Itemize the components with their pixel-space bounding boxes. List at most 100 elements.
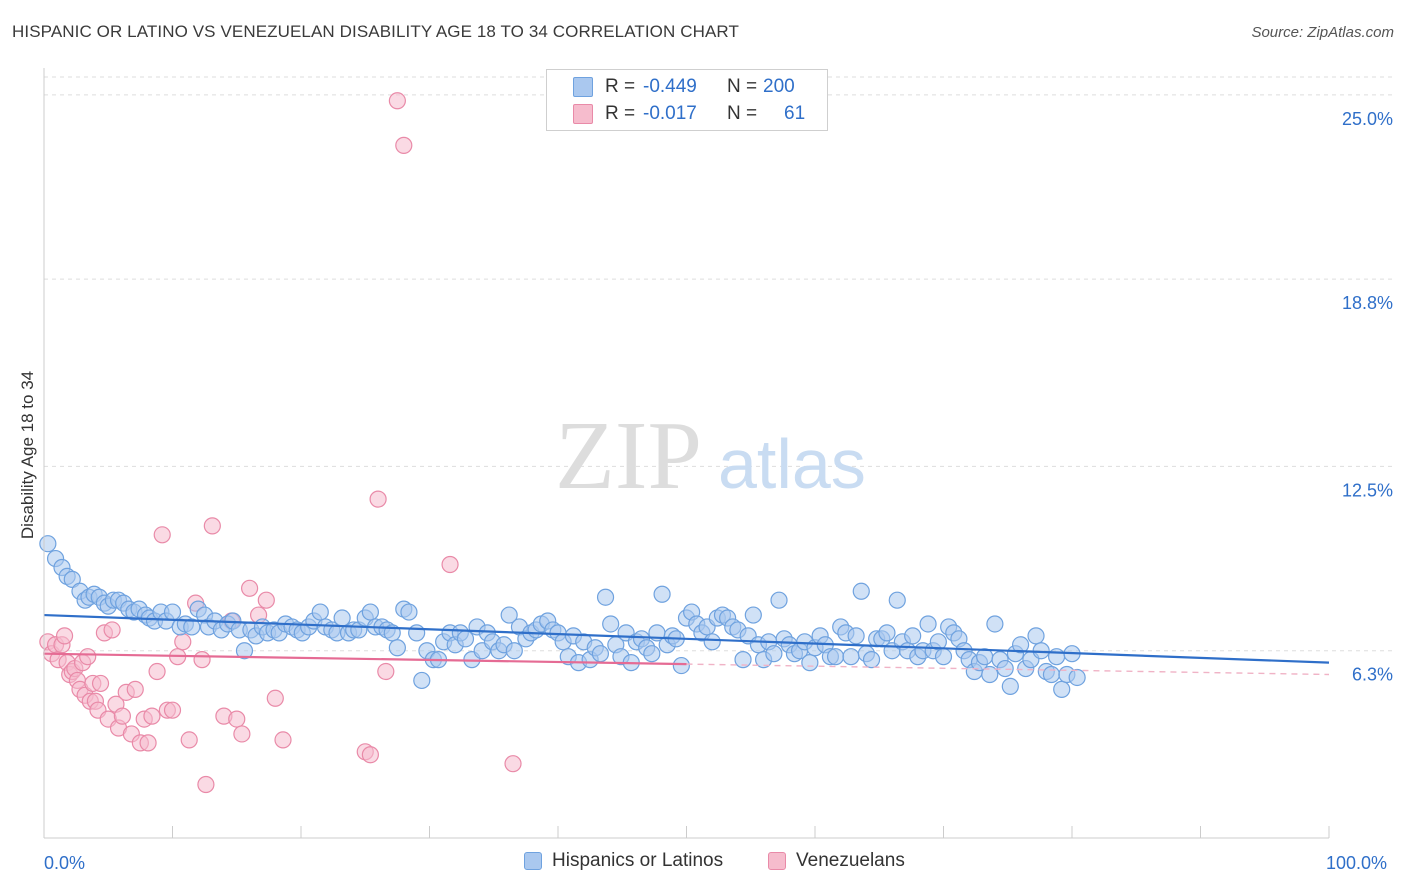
hispanic-point bbox=[862, 651, 881, 669]
legend-item-venezuelan[interactable]: Venezuelans bbox=[768, 850, 905, 872]
hispanic-point bbox=[500, 606, 518, 624]
hispanic-point bbox=[361, 603, 379, 621]
hispanic-point bbox=[456, 630, 475, 648]
venezuelan-point bbox=[143, 707, 161, 725]
hispanic-point bbox=[333, 609, 351, 627]
venezuelan-point bbox=[388, 92, 406, 110]
hispanic-point bbox=[235, 642, 254, 660]
hispanic-point bbox=[1001, 677, 1019, 695]
n-value: 61 bbox=[784, 103, 806, 124]
hispanic-point bbox=[388, 639, 406, 657]
venezuelan-point bbox=[197, 775, 215, 794]
y-axis-label: Disability Age 18 to 34 bbox=[18, 371, 37, 539]
n-value: 200 bbox=[763, 76, 795, 97]
pink-swatch bbox=[573, 104, 593, 124]
hispanic-point bbox=[163, 603, 182, 621]
hispanic-point bbox=[1053, 680, 1071, 698]
hispanic-point bbox=[919, 615, 937, 633]
legend-label: Venezuelans bbox=[796, 850, 905, 871]
stats-legend: R = -0.449 N = 200 R = -0.017 N = 61 bbox=[546, 69, 828, 131]
hispanic-point bbox=[1047, 648, 1066, 666]
hispanic-point bbox=[653, 585, 671, 603]
hispanic-point bbox=[63, 570, 81, 588]
venezuelan-point bbox=[266, 689, 284, 707]
r-value: -0.449 bbox=[643, 76, 697, 97]
hispanic-point bbox=[888, 591, 906, 609]
venezuelan-point bbox=[91, 674, 110, 693]
hispanic-point bbox=[847, 627, 865, 645]
r-label: R = bbox=[605, 76, 636, 97]
hispanic-point bbox=[591, 645, 610, 663]
y-tick-label: 6.3% bbox=[1352, 665, 1393, 685]
watermark-zip: ZIP bbox=[555, 402, 702, 510]
hispanic-point bbox=[734, 651, 752, 669]
hispanic-point bbox=[986, 615, 1004, 633]
hispanic-point bbox=[801, 654, 819, 672]
hispanic-point bbox=[826, 648, 845, 666]
r-label: R = bbox=[605, 103, 636, 124]
legend-swatch-blue bbox=[524, 852, 542, 870]
venezuelan-point bbox=[228, 710, 246, 728]
watermark: ZIP atlas bbox=[555, 402, 866, 510]
venezuelan-trendline bbox=[43, 652, 687, 666]
y-tick-label: 12.5% bbox=[1342, 480, 1393, 500]
venezuelan-point bbox=[257, 591, 275, 609]
hispanic-point bbox=[904, 627, 922, 645]
venezuelan-point bbox=[361, 746, 379, 764]
venezuelan-point bbox=[369, 490, 387, 508]
venezuelan-point bbox=[377, 662, 395, 681]
hispanic-point bbox=[311, 603, 329, 621]
venezuelan-point bbox=[395, 136, 413, 154]
hispanic-point bbox=[183, 618, 201, 636]
x-tick-label-max: 100.0% bbox=[1326, 853, 1388, 873]
hispanic-point bbox=[770, 591, 788, 609]
watermark-atlas: atlas bbox=[718, 425, 866, 503]
venezuelan-point bbox=[441, 555, 459, 574]
hispanic-point bbox=[505, 642, 523, 660]
hispanic-point bbox=[408, 624, 426, 642]
hispanic-point bbox=[703, 633, 721, 651]
venezuelan-point bbox=[103, 621, 121, 639]
venezuelan-point bbox=[163, 701, 182, 719]
venezuelan-point bbox=[193, 651, 211, 669]
legend-label: Hispanics or Latinos bbox=[552, 850, 724, 871]
chart-title: HISPANIC OR LATINO VS VENEZUELAN DISABIL… bbox=[12, 22, 739, 41]
hispanic-point bbox=[602, 615, 620, 633]
venezuelan-trendline-extrapolated bbox=[686, 663, 1330, 676]
hispanic-point bbox=[1011, 636, 1030, 654]
legend-swatch-pink bbox=[768, 852, 786, 870]
venezuelan-point bbox=[233, 725, 251, 743]
hispanic-point bbox=[744, 606, 762, 624]
legend-item-hispanic[interactable]: Hispanics or Latinos bbox=[524, 850, 723, 872]
hispanic-point bbox=[400, 603, 418, 621]
venezuelan-point bbox=[504, 755, 522, 773]
hispanic-point bbox=[878, 624, 896, 642]
venezuelan-point bbox=[174, 633, 192, 651]
venezuelan-point bbox=[203, 517, 221, 535]
venezuelan-point bbox=[180, 731, 198, 749]
venezuelan-point bbox=[148, 662, 166, 681]
hispanic-point bbox=[852, 582, 870, 600]
source-label: Source: ZipAtlas.com bbox=[1251, 24, 1394, 41]
hispanic-point bbox=[39, 535, 57, 553]
n-label: N = bbox=[727, 103, 758, 124]
hispanic-point bbox=[643, 645, 661, 663]
venezuelan-point bbox=[126, 680, 144, 698]
series-legend: Hispanics or Latinos Venezuelans bbox=[0, 850, 1406, 880]
blue-swatch bbox=[573, 77, 593, 97]
venezuelan-point bbox=[113, 707, 131, 725]
hispanic-trendline bbox=[43, 613, 1330, 664]
r-value: -0.017 bbox=[643, 103, 697, 124]
x-tick-label-min: 0.0% bbox=[44, 853, 86, 873]
venezuelan-point bbox=[79, 648, 97, 666]
venezuelan-point bbox=[153, 526, 171, 544]
venezuelan-point bbox=[139, 734, 157, 752]
hispanic-point bbox=[842, 648, 860, 666]
venezuelan-point bbox=[55, 627, 74, 645]
hispanic-point bbox=[934, 648, 953, 666]
hispanic-point bbox=[981, 665, 999, 684]
hispanic-point bbox=[1027, 627, 1045, 645]
hispanic-point bbox=[413, 671, 431, 690]
venezuelan-point bbox=[241, 579, 259, 597]
